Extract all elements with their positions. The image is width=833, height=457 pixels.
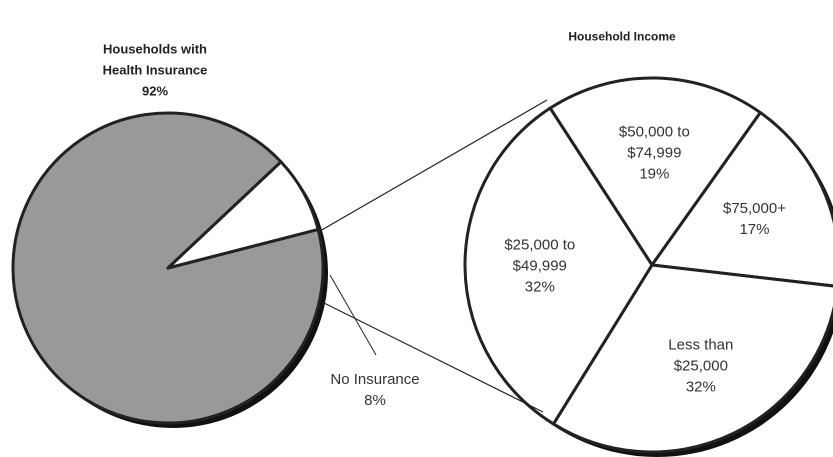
slice-label: Households with Health Insurance 92% — [85, 39, 225, 102]
pie-slice — [463, 106, 654, 426]
slice-category: Households with Health Insurance — [102, 41, 208, 78]
chart-title: Household Income — [568, 29, 676, 44]
slice-label: No Insurance 8% — [305, 369, 445, 411]
slice-label: $25,000 to $49,999 32% — [488, 235, 592, 298]
slice-label: $50,000 to $74,999 19% — [602, 121, 706, 184]
leader-line — [329, 274, 377, 356]
slice-category: Less than $25,000 — [668, 336, 734, 375]
slice-value: 32% — [524, 278, 555, 296]
slice-value: 19% — [639, 165, 670, 183]
slice-category: No Insurance — [330, 371, 420, 388]
pie-slice — [166, 160, 320, 270]
slice-label: $75,000+ 17% — [702, 198, 806, 240]
connector-line — [319, 99, 548, 232]
slice-value: 92% — [141, 83, 169, 99]
slice-value: 8% — [364, 392, 386, 409]
pie-slice — [650, 111, 833, 288]
slice-category: $25,000 to $49,999 — [504, 236, 576, 275]
slice-value: 32% — [685, 378, 716, 396]
slice-category: $50,000 to $74,999 — [618, 123, 690, 162]
slice-label: Less than $25,000 32% — [649, 335, 753, 398]
slice-value: 17% — [739, 221, 770, 239]
slice-category: $75,000+ — [722, 200, 786, 218]
pie-right — [463, 76, 833, 454]
pie-left — [11, 111, 325, 425]
pie-slice — [548, 76, 762, 267]
